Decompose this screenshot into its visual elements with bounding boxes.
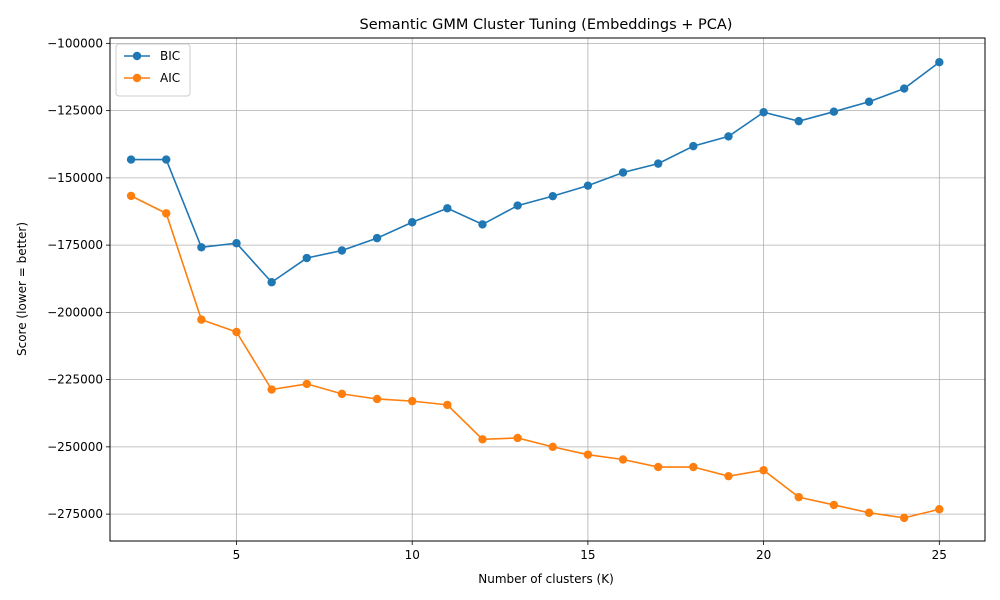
x-axis-title: Number of clusters (K) xyxy=(478,572,614,586)
plot-frame xyxy=(109,37,986,542)
bic-point xyxy=(162,155,171,164)
ticks: 5 10 15 20 25 −275000 −250000 −225000 −200000 −17… xyxy=(47,36,947,562)
x-tick-label: 20 xyxy=(756,548,771,562)
bic-point xyxy=(267,278,276,287)
bic-point xyxy=(197,243,206,252)
x-tick-label: 15 xyxy=(580,548,595,562)
bic-point xyxy=(548,191,557,201)
grid xyxy=(110,38,985,541)
legend: BIC AIC xyxy=(115,43,191,97)
x-tick-label: 10 xyxy=(405,548,420,562)
aic-point xyxy=(478,435,487,444)
bic-point xyxy=(899,84,909,93)
aic-point xyxy=(935,505,944,514)
bic-point xyxy=(794,116,803,126)
y-tick-label: −150000 xyxy=(47,171,103,185)
aic-point xyxy=(232,327,241,337)
y-tick-label: −200000 xyxy=(47,305,103,319)
aic-point xyxy=(302,379,311,389)
y-tick-label: −250000 xyxy=(47,440,103,454)
bic-line xyxy=(131,61,940,284)
legend-aic-label: AIC xyxy=(160,71,180,85)
y-tick-label: −175000 xyxy=(47,238,103,252)
aic-point xyxy=(689,462,698,472)
y-tick-label: −125000 xyxy=(47,104,103,118)
aic-point xyxy=(337,389,347,399)
y-tick-label: −275000 xyxy=(47,507,103,521)
aic-point xyxy=(197,315,206,324)
aic-point xyxy=(583,450,593,459)
aic-point xyxy=(372,394,382,404)
aic-point xyxy=(443,400,452,410)
bic-point xyxy=(408,218,417,227)
x-tick-label: 25 xyxy=(932,548,947,562)
bic-point xyxy=(864,97,874,106)
aic-point xyxy=(408,396,417,406)
x-tick-label: 5 xyxy=(233,548,241,562)
aic-point xyxy=(759,466,768,475)
bic-point xyxy=(829,107,839,116)
legend-aic-marker xyxy=(132,73,142,83)
bic-point xyxy=(653,159,663,168)
aic-point xyxy=(162,209,171,218)
y-tick-label: −100000 xyxy=(47,36,103,50)
bic-point xyxy=(513,201,522,210)
series-layer xyxy=(126,58,944,523)
bic-point xyxy=(372,233,382,243)
bic-point xyxy=(935,58,944,67)
bic-point xyxy=(126,155,136,164)
bic-point xyxy=(302,253,311,263)
legend-bic-label: BIC xyxy=(160,49,180,63)
bic-point xyxy=(232,239,241,248)
bic-point xyxy=(478,220,487,229)
bic-point xyxy=(337,246,347,255)
aic-line xyxy=(130,195,940,519)
aic-point xyxy=(267,385,276,394)
aic-point xyxy=(724,471,733,481)
aic-point xyxy=(899,513,909,523)
chart-title: Semantic GMM Cluster Tuning (Embeddings … xyxy=(360,17,733,33)
aic-point xyxy=(653,462,663,472)
series-aic xyxy=(126,191,944,523)
aic-point xyxy=(618,455,628,464)
bic-point xyxy=(724,132,733,141)
series-bic xyxy=(126,58,944,287)
y-tick-label: −225000 xyxy=(47,373,103,387)
aic-point xyxy=(829,500,839,510)
aic-point xyxy=(794,492,803,502)
aic-point xyxy=(864,508,874,517)
legend-bic-marker xyxy=(132,51,142,61)
aic-point xyxy=(548,442,557,452)
aic-point xyxy=(513,433,522,443)
bic-point xyxy=(618,168,628,177)
bic-point xyxy=(583,181,593,190)
y-axis-title: Score (lower = better) xyxy=(15,222,29,356)
bic-point xyxy=(759,108,768,117)
bic-point xyxy=(443,204,452,213)
aic-point xyxy=(126,191,136,201)
bic-point xyxy=(689,141,698,151)
